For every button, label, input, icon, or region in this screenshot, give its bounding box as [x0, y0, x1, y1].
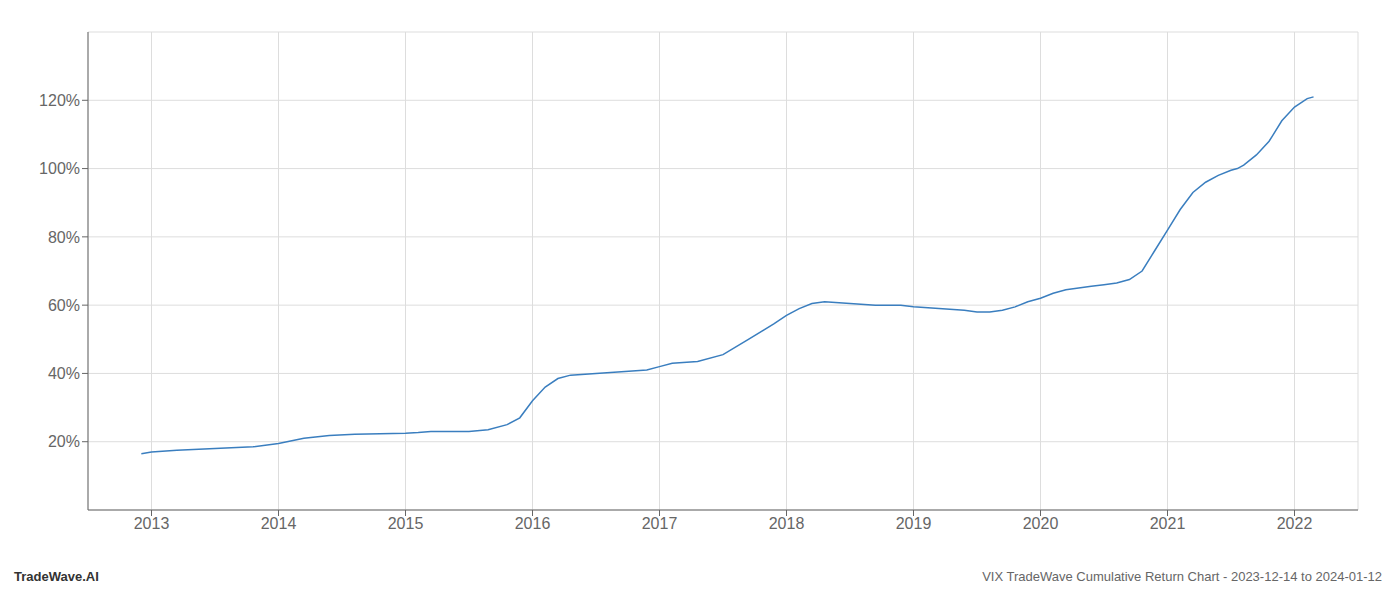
- svg-text:2016: 2016: [515, 515, 551, 532]
- svg-text:2014: 2014: [261, 515, 297, 532]
- svg-text:2017: 2017: [642, 515, 678, 532]
- svg-text:40%: 40%: [48, 365, 80, 382]
- svg-text:2019: 2019: [896, 515, 932, 532]
- svg-text:100%: 100%: [39, 160, 80, 177]
- svg-text:120%: 120%: [39, 92, 80, 109]
- svg-text:2021: 2021: [1150, 515, 1186, 532]
- svg-text:60%: 60%: [48, 297, 80, 314]
- svg-text:20%: 20%: [48, 433, 80, 450]
- svg-text:2013: 2013: [134, 515, 170, 532]
- svg-text:2022: 2022: [1277, 515, 1313, 532]
- svg-text:2018: 2018: [769, 515, 805, 532]
- svg-text:80%: 80%: [48, 229, 80, 246]
- svg-text:2020: 2020: [1023, 515, 1059, 532]
- svg-text:2015: 2015: [388, 515, 424, 532]
- html-text:VIX TradeWave Cumulative Retur: VIX TradeWave Cumulative Return Chart - …: [982, 569, 1382, 584]
- html-text:TradeWave.AI: TradeWave.AI: [14, 569, 99, 584]
